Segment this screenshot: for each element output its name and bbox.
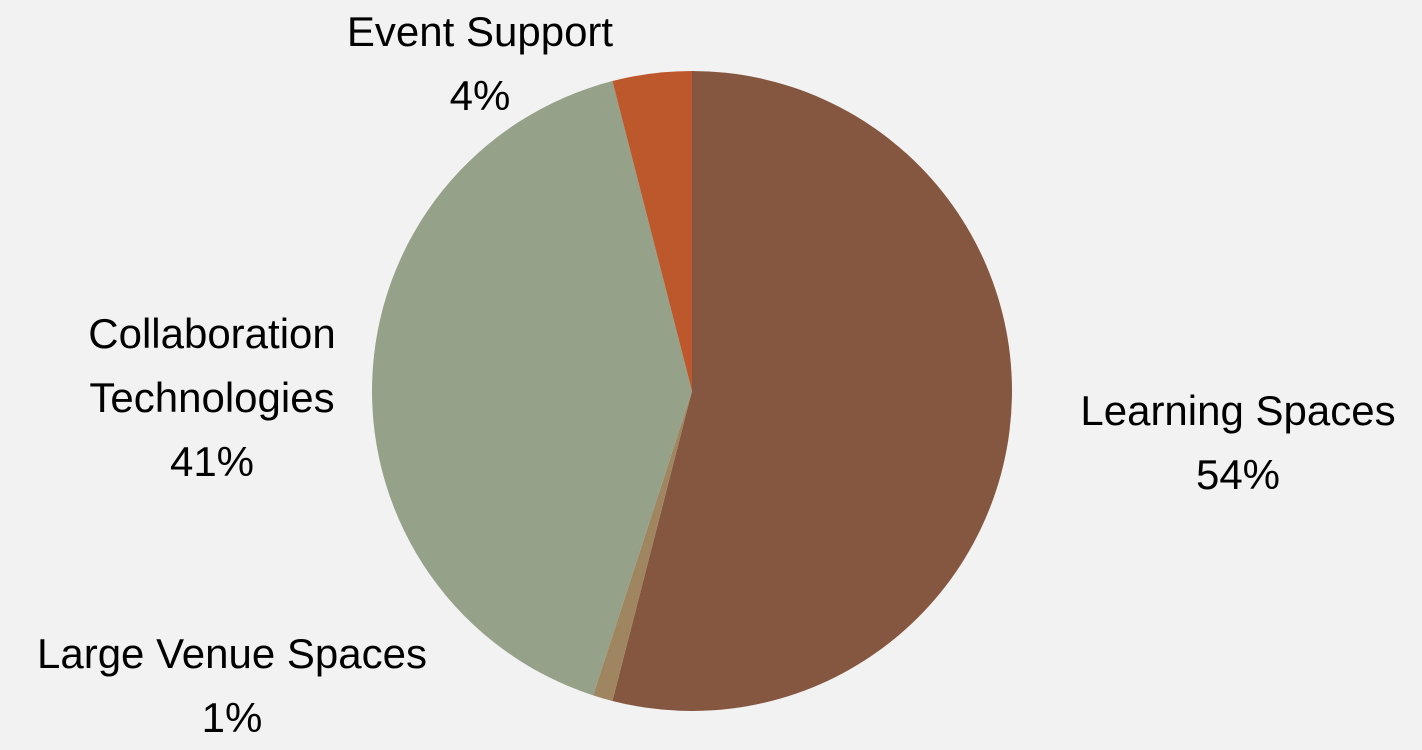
value-label: 1%: [201, 694, 263, 741]
value-label: 54%: [1195, 451, 1281, 498]
category-name: Learning Spaces: [1080, 387, 1396, 434]
slice-label: Large Venue Spaces 1%: [2, 622, 462, 750]
category-name: Event Support: [346, 8, 614, 55]
pie-slice: [612, 71, 1013, 711]
category-name: Collaboration Technologies: [88, 310, 336, 421]
pie-slice: [612, 71, 692, 391]
slice-label: Collaboration Technologies 41%: [57, 302, 367, 494]
slice-label: Learning Spaces 54%: [1038, 379, 1422, 507]
pie-slice: [593, 391, 692, 701]
slice-label: Event Support 4%: [300, 0, 660, 128]
value-label: 41%: [169, 438, 255, 485]
value-label: 4%: [449, 72, 511, 119]
pie-slice: [372, 81, 692, 696]
category-name: Large Venue Spaces: [37, 630, 427, 677]
